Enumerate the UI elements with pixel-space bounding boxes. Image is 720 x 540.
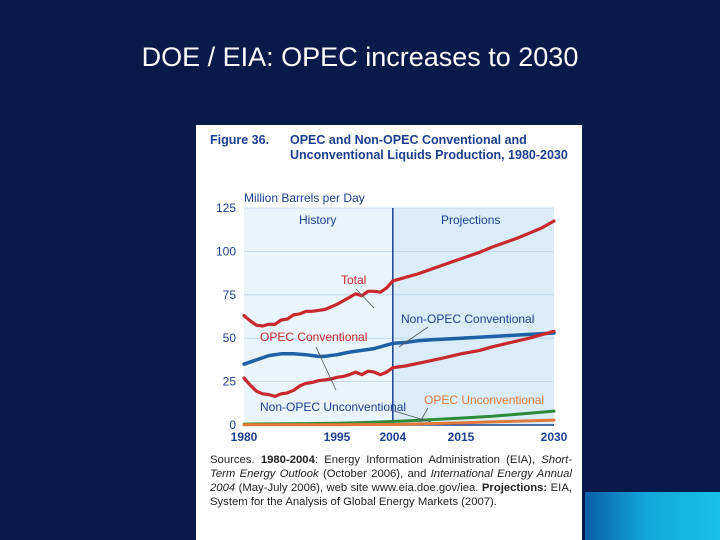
sources-history-text: Energy Information Administration (EIA), [324,454,536,466]
figure-panel: Total Non-OPEC Conventional OPEC Conventio… [196,125,582,540]
leader-line-total [355,288,375,309]
line-chart: Total Non-OPEC Conventional OPEC Conventio… [216,191,568,444]
series-label-total: Total [341,273,366,287]
y-tick-label: 50 [223,331,237,345]
series-lines [242,219,556,427]
figure-sources: Sources. 1980-2004: Energy Information A… [210,454,573,508]
series-label-non-opec-conventional: Non-OPEC Conventional [401,312,534,326]
sources-ieo-text: (May-July 2006), web site www.eia.doe.go… [238,482,479,494]
series-label-opec-unconventional: OPEC Unconventional [424,393,544,407]
y-tick-label: 0 [229,418,236,432]
figure-caption-text: OPEC and Non-OPEC Conventional and Uncon… [290,133,568,162]
x-tick-label: 2030 [541,430,568,444]
x-tick-label: 2004 [379,430,406,444]
x-tick-label: 2015 [448,430,475,444]
tick-labels: 0 25 50 75 100 125 1980 1995 2004 2015 2030 [216,201,568,444]
series-line-total [242,219,556,328]
history-region [244,208,393,425]
sources-steo-text: (October 2006), and [322,468,427,480]
x-tick-label: 1995 [324,430,351,444]
y-axis-label: Million Barrels per Day [244,191,365,205]
projection-region [392,208,554,425]
leader-line-opec-unconventional [419,407,429,423]
projections-label: Projections [441,213,500,227]
series-label-non-opec-unconventional: Non-OPEC Unconventional [260,400,406,414]
figure-number: Figure 36. [210,133,270,147]
leader-line-non-opec-conventional [398,326,429,348]
gridlines [244,207,554,383]
history-label: History [299,213,336,227]
y-tick-label: 125 [216,201,236,215]
y-tick-label: 25 [223,375,237,389]
sources-projections-label: Projections: [481,482,548,494]
sources-ieo-title: International Energy Annual 2004 [210,468,572,494]
sources-projections-text: EIA, System for the Analysis of Global E… [210,482,572,508]
sources-steo-title: Short-Term Energy Outlook [210,454,573,480]
leader-line-opec-conventional [315,346,337,391]
sources-prefix: Sources. [210,454,255,466]
x-tick-label: 1980 [231,430,258,444]
leader-line-non-opec-unconventional [393,410,432,423]
annotations: Total Non-OPEC Conventional OPEC Conventio… [260,273,544,423]
slide-title: DOE / EIA: OPEC increases to 2030 [141,42,579,72]
series-line-opec-conventional [242,329,556,398]
y-tick-label: 100 [216,244,236,258]
series-line-non-opec-conventional [242,331,556,366]
sources-history-label: 1980-2004 [260,454,315,466]
y-tick-label: 75 [223,288,237,302]
decorative-corner [585,492,720,540]
series-line-opec-unconventional [242,418,556,427]
series-label-opec-conventional: OPEC Conventional [260,330,367,344]
